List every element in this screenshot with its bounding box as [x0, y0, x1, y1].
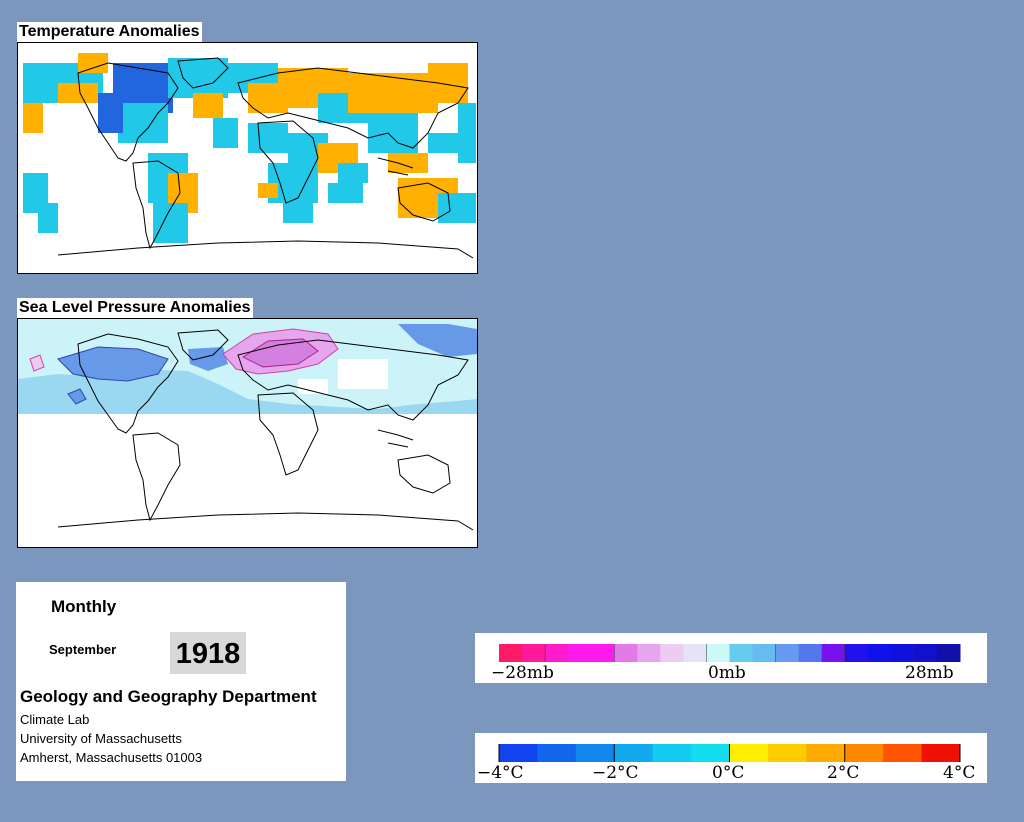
- temperature-anomaly-cell: [213, 118, 238, 148]
- temperature-swatch: [729, 744, 769, 762]
- pressure-color-scale: [499, 644, 961, 662]
- pressure-swatch: [614, 644, 638, 662]
- temperature-swatch: [883, 744, 923, 762]
- pressure-swatch: [844, 644, 869, 662]
- temperature-swatch: [691, 744, 730, 762]
- pressure-swatch: [936, 644, 961, 662]
- temperature-swatch: [537, 744, 577, 762]
- pressure-anomaly-map: [17, 318, 478, 548]
- temperature-anomaly-cell: [458, 103, 476, 163]
- temperature-anomaly-cell: [338, 163, 368, 183]
- temperature-anomaly-cell: [328, 183, 363, 203]
- pressure-swatch: [890, 644, 915, 662]
- temperature-color-scale: [498, 744, 961, 762]
- pressure-swatch: [637, 644, 661, 662]
- pressure-swatch: [660, 644, 684, 662]
- temperature-map-title: Temperature Anomalies: [17, 22, 202, 42]
- address: Amherst, Massachusetts 01003: [20, 750, 203, 765]
- temperature-tick-minus2: −2°C: [592, 763, 639, 783]
- temperature-tick-plus2: 2°C: [827, 763, 859, 783]
- temperature-tick-minus4: −4°C: [477, 763, 524, 783]
- temperature-swatch: [921, 744, 961, 762]
- pressure-swatch: [913, 644, 938, 662]
- temperature-anomaly-cell: [368, 113, 418, 153]
- pressure-swatch: [522, 644, 546, 662]
- temperature-anomaly-cell: [23, 103, 43, 133]
- pressure-swatch: [683, 644, 707, 662]
- temperature-anomaly-cell: [78, 53, 108, 73]
- temperature-legend: −4°C −2°C 0°C 2°C 4°C: [475, 733, 987, 783]
- temperature-anomaly-cell: [118, 103, 168, 143]
- pressure-swatch: [568, 644, 592, 662]
- temperature-swatch: [652, 744, 692, 762]
- temperature-anomaly-cell: [258, 183, 278, 198]
- temperature-swatch: [844, 744, 884, 762]
- pressure-tick-max: 28mb: [905, 663, 954, 683]
- coastlines: [57, 57, 474, 259]
- temperature-swatch: [614, 744, 654, 762]
- pressure-swatch: [499, 644, 523, 662]
- frequency-label: Monthly: [51, 597, 117, 616]
- pressure-swatch: [798, 644, 823, 662]
- temperature-swatch: [499, 744, 538, 762]
- pressure-swatch: [752, 644, 777, 662]
- pressure-swatch: [867, 644, 892, 662]
- pressure-swatch: [775, 644, 800, 662]
- temperature-anomaly-cell: [38, 203, 58, 233]
- coastlines: [57, 329, 474, 531]
- temperature-anomaly-cell: [428, 133, 458, 153]
- pressure-swatch: [821, 644, 846, 662]
- pressure-map-title: Sea Level Pressure Anomalies: [17, 298, 253, 318]
- pressure-swatch: [729, 644, 754, 662]
- month-label: September: [49, 642, 117, 657]
- pressure-tick-min: −28mb: [491, 663, 554, 683]
- pressure-tick-zero: 0mb: [708, 663, 746, 683]
- temperature-anomaly-cell: [438, 193, 476, 223]
- info-panel: Monthly September 1918 Geology and Geogr…: [16, 582, 346, 781]
- temperature-swatch: [767, 744, 807, 762]
- temperature-swatch: [806, 744, 846, 762]
- temperature-tick-plus4: 4°C: [943, 763, 975, 783]
- lab-name: Climate Lab: [20, 712, 90, 727]
- temperature-anomaly-cell: [388, 153, 428, 173]
- temperature-anomaly-cell: [248, 123, 288, 153]
- year-display: 1918: [170, 632, 246, 674]
- pressure-swatch: [706, 644, 730, 662]
- temperature-anomaly-cell: [98, 93, 123, 133]
- university-name: University of Massachusetts: [20, 731, 182, 746]
- temperature-anomaly-cell: [58, 83, 98, 103]
- pressure-legend: −28mb 0mb 28mb: [475, 633, 987, 683]
- department-name: Geology and Geography Department: [20, 687, 317, 706]
- pressure-swatch: [591, 644, 615, 662]
- temperature-anomaly-cell: [193, 93, 223, 118]
- temperature-tick-zero: 0°C: [712, 763, 744, 783]
- temperature-swatch: [575, 744, 615, 762]
- pressure-swatch: [545, 644, 569, 662]
- temperature-anomaly-map: [17, 42, 478, 274]
